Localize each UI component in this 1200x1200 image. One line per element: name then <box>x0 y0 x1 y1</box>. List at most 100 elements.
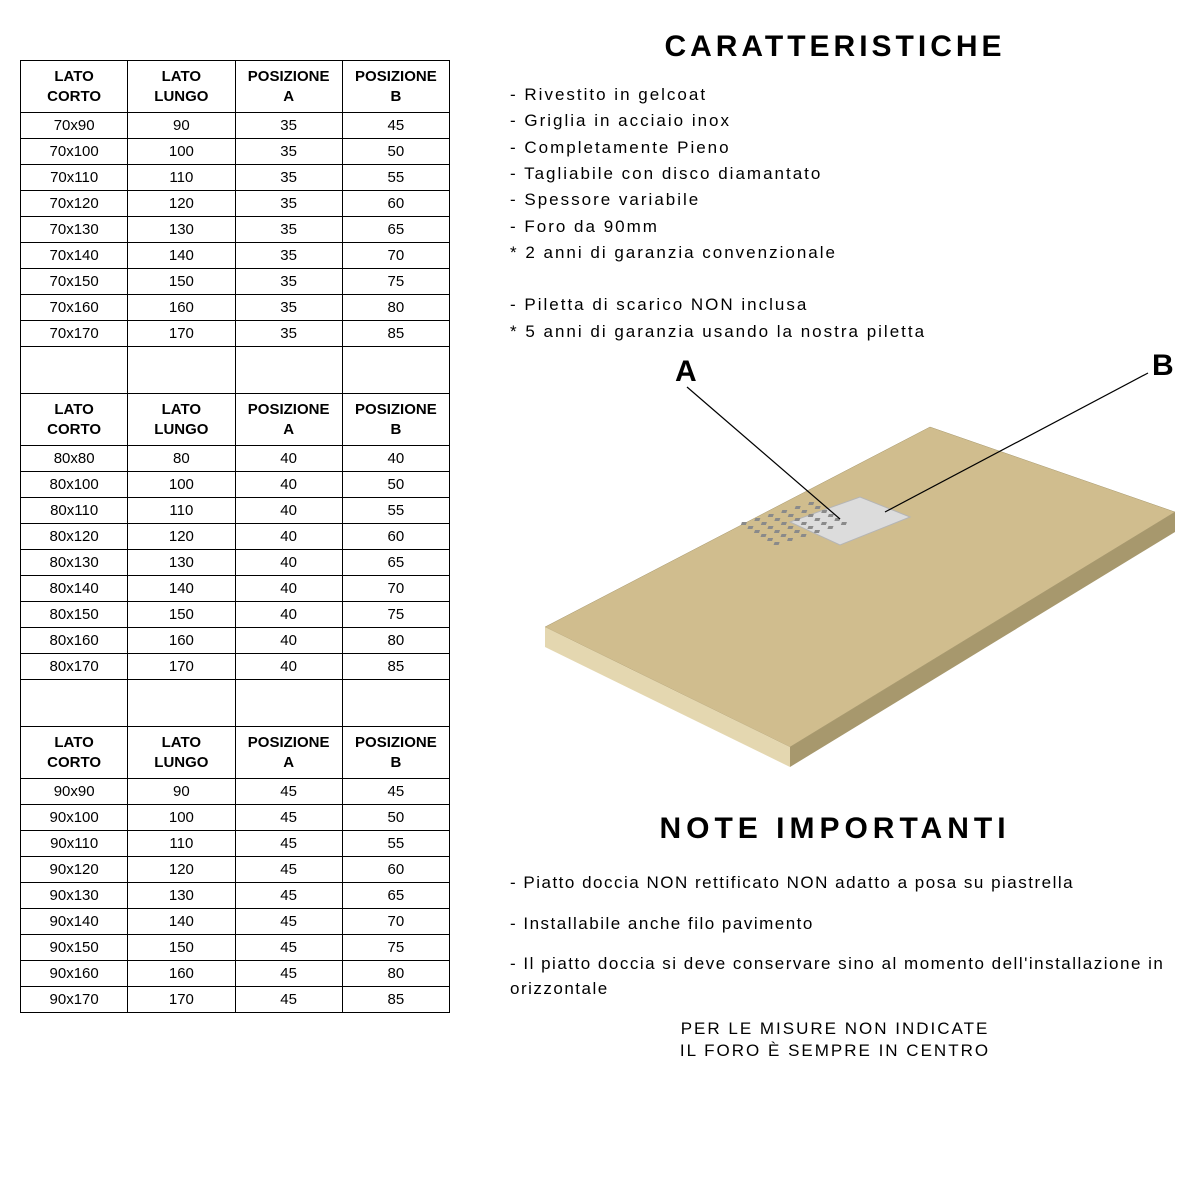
table-cell: 70x110 <box>21 165 128 191</box>
table-header: POSIZIONEB <box>342 61 449 113</box>
table-cell: 85 <box>342 321 449 347</box>
table-cell: 50 <box>342 805 449 831</box>
table-cell: 40 <box>235 576 342 602</box>
table-cell: 45 <box>235 779 342 805</box>
feature-item: * 2 anni di garanzia convenzionale <box>510 240 1180 266</box>
table-row: 90x90904545 <box>21 779 450 805</box>
table-cell: 40 <box>342 446 449 472</box>
features-heading: CARATTERISTICHE <box>490 30 1180 64</box>
table-cell: 80 <box>342 628 449 654</box>
table-cell: 35 <box>235 217 342 243</box>
table-cell: 90x130 <box>21 883 128 909</box>
feature-item: - Foro da 90mm <box>510 214 1180 240</box>
table-cell: 35 <box>235 243 342 269</box>
table-row: 70x1101103555 <box>21 165 450 191</box>
table-row: 90x1501504575 <box>21 935 450 961</box>
table-cell: 65 <box>342 217 449 243</box>
table-cell: 70x100 <box>21 139 128 165</box>
table-row: 90x1701704585 <box>21 987 450 1013</box>
table-cell: 140 <box>128 576 235 602</box>
table-cell: 70 <box>342 576 449 602</box>
table-cell: 70x90 <box>21 113 128 139</box>
table-cell: 90 <box>128 779 235 805</box>
table-cell: 100 <box>128 472 235 498</box>
table-cell: 80 <box>342 961 449 987</box>
table-cell: 130 <box>128 217 235 243</box>
table-header: POSIZIONEB <box>342 394 449 446</box>
table-row: 90x1301304565 <box>21 883 450 909</box>
diagram-label-a: A <box>675 355 697 389</box>
table-cell: 70x160 <box>21 295 128 321</box>
table-cell: 90x170 <box>21 987 128 1013</box>
table-row: 80x1601604080 <box>21 628 450 654</box>
table-cell: 75 <box>342 269 449 295</box>
table-cell: 40 <box>235 498 342 524</box>
feature-item: - Spessore variabile <box>510 187 1180 213</box>
table-cell: 90x110 <box>21 831 128 857</box>
table-cell: 90x140 <box>21 909 128 935</box>
table-header: LATOCORTO <box>21 61 128 113</box>
table-header: LATOCORTO <box>21 394 128 446</box>
table-cell: 90x120 <box>21 857 128 883</box>
table-cell: 70 <box>342 909 449 935</box>
tables-column: LATOCORTOLATOLUNGOPOSIZIONEAPOSIZIONEB70… <box>20 60 450 1013</box>
table-cell: 150 <box>128 602 235 628</box>
features-list-2: - Piletta di scarico NON inclusa* 5 anni… <box>490 292 1180 345</box>
table-cell: 60 <box>342 857 449 883</box>
feature-item: - Completamente Pieno <box>510 135 1180 161</box>
table-cell: 85 <box>342 987 449 1013</box>
table-cell: 35 <box>235 139 342 165</box>
table-header: LATOCORTO <box>21 727 128 779</box>
table-cell: 100 <box>128 805 235 831</box>
table-row: 90x1401404570 <box>21 909 450 935</box>
table-row: 70x1401403570 <box>21 243 450 269</box>
diagram-label-b: B <box>1152 349 1174 383</box>
table-cell: 80x110 <box>21 498 128 524</box>
table-cell: 40 <box>235 472 342 498</box>
table-cell: 85 <box>342 654 449 680</box>
table-cell: 170 <box>128 987 235 1013</box>
table-row: 70x1001003550 <box>21 139 450 165</box>
table-cell: 90x160 <box>21 961 128 987</box>
table-cell: 65 <box>342 883 449 909</box>
table-cell: 160 <box>128 295 235 321</box>
table-cell: 80x170 <box>21 654 128 680</box>
table-cell: 90x90 <box>21 779 128 805</box>
feature-item: - Tagliabile con disco diamantato <box>510 161 1180 187</box>
table-cell: 80x140 <box>21 576 128 602</box>
table-cell: 75 <box>342 602 449 628</box>
table-cell: 50 <box>342 139 449 165</box>
table-cell: 120 <box>128 524 235 550</box>
table-cell: 100 <box>128 139 235 165</box>
table-cell: 45 <box>342 779 449 805</box>
table-cell: 70x140 <box>21 243 128 269</box>
footer-line-2: IL FORO È SEMPRE IN CENTRO <box>490 1040 1180 1062</box>
table-cell: 75 <box>342 935 449 961</box>
table-cell: 110 <box>128 165 235 191</box>
table-cell: 80x100 <box>21 472 128 498</box>
table-cell: 80x130 <box>21 550 128 576</box>
table-cell: 130 <box>128 550 235 576</box>
table-cell: 40 <box>235 602 342 628</box>
footer-text: PER LE MISURE NON INDICATE IL FORO È SEM… <box>490 1018 1180 1062</box>
table-cell: 35 <box>235 295 342 321</box>
table-cell: 35 <box>235 191 342 217</box>
table-cell: 35 <box>235 165 342 191</box>
info-column: CARATTERISTICHE - Rivestito in gelcoat- … <box>490 30 1180 1062</box>
table-cell: 35 <box>235 321 342 347</box>
features-list-1: - Rivestito in gelcoat- Griglia in accia… <box>490 82 1180 266</box>
table-cell: 60 <box>342 191 449 217</box>
table-cell: 160 <box>128 628 235 654</box>
table-cell: 55 <box>342 498 449 524</box>
table-cell: 80 <box>342 295 449 321</box>
table-cell: 45 <box>235 831 342 857</box>
table-row: 80x1101104055 <box>21 498 450 524</box>
table-cell: 40 <box>235 550 342 576</box>
table-row: 90x1001004550 <box>21 805 450 831</box>
table-row: 70x1701703585 <box>21 321 450 347</box>
table-header: POSIZIONEA <box>235 394 342 446</box>
table-cell: 70x150 <box>21 269 128 295</box>
table-cell: 40 <box>235 654 342 680</box>
table-cell: 80x120 <box>21 524 128 550</box>
table-cell: 80x80 <box>21 446 128 472</box>
